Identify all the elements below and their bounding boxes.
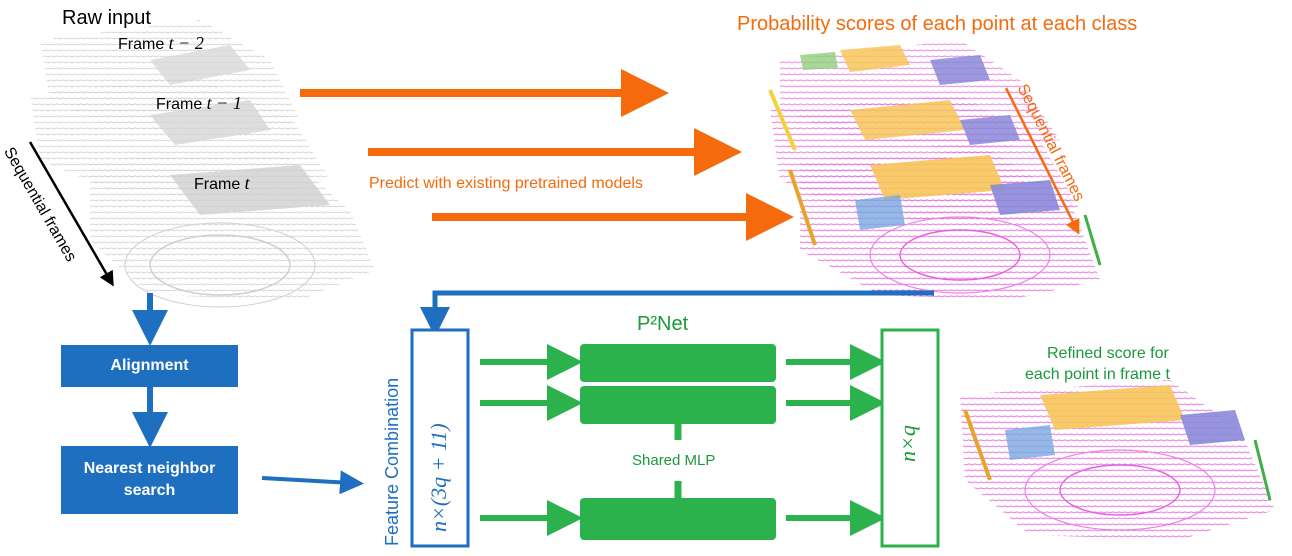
frame-var: t bbox=[244, 173, 250, 193]
mlp-block-n bbox=[580, 498, 776, 540]
probability-title: Probability scores of each point at each… bbox=[737, 13, 1138, 35]
frame-var: t − 1 bbox=[206, 93, 242, 113]
input-dim-label: n×(3q + 11) bbox=[426, 423, 451, 532]
sequential-arrow-left bbox=[28, 141, 114, 287]
refined-label-line1: Refined score for bbox=[1047, 345, 1169, 362]
predict-label: Predict with existing pretrained models bbox=[369, 175, 643, 192]
shared-mlp-label: Shared MLP bbox=[632, 452, 716, 469]
blue-arrow-feedback bbox=[420, 290, 934, 337]
frame-t-1-label: Frame t − 1 bbox=[156, 94, 242, 113]
frame-word: Frame bbox=[194, 176, 245, 193]
raw-point-cloud-frame-t bbox=[90, 150, 375, 308]
raw-input-label: Raw input bbox=[62, 7, 151, 29]
frame-var: t − 2 bbox=[168, 33, 204, 53]
mlp-block-1 bbox=[580, 344, 776, 382]
frame-t-2-label: Frame t − 2 bbox=[118, 34, 204, 53]
feature-combination-label: Feature Combination bbox=[382, 377, 402, 546]
frame-word: Frame bbox=[156, 96, 207, 113]
mlp-block-2 bbox=[580, 386, 776, 424]
network-name: P²Net bbox=[637, 313, 689, 335]
nn-search-box bbox=[61, 446, 238, 514]
blue-arrow-to-feature bbox=[261, 470, 364, 495]
refined-label-line2: each point in frame t bbox=[1025, 366, 1170, 383]
alignment-box bbox=[61, 345, 238, 387]
frame-t-label: Frame t bbox=[194, 174, 250, 193]
probability-point-cloud-stack bbox=[768, 40, 1102, 300]
refined-point-cloud bbox=[960, 380, 1275, 540]
alignment-label: Alignment bbox=[110, 357, 189, 375]
output-dim-label: n×q bbox=[895, 425, 920, 462]
sequential-arrow-right bbox=[1004, 87, 1080, 235]
output-box bbox=[880, 328, 940, 548]
nn-search-label: Nearest neighbor search bbox=[83, 460, 216, 499]
frame-word: Frame bbox=[118, 36, 169, 53]
feature-combination-box bbox=[410, 328, 470, 548]
